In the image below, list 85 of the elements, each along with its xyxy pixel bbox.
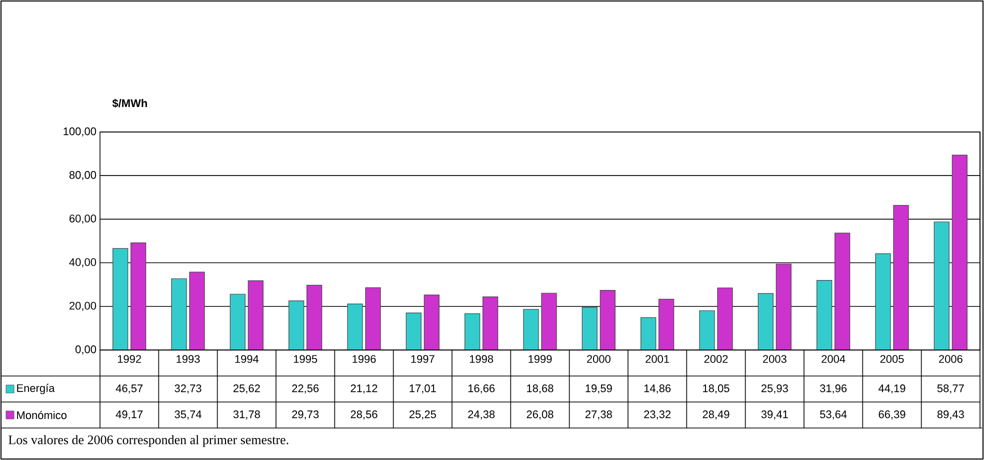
x-tick-label: 2004 bbox=[822, 355, 846, 363]
data-label: 49,17 bbox=[116, 410, 143, 420]
data-label: 14,86 bbox=[644, 384, 671, 394]
x-tick-label: 1996 bbox=[352, 355, 376, 363]
data-label: 23,32 bbox=[644, 410, 671, 420]
data-label: 24,38 bbox=[468, 410, 495, 420]
data-label: 53,64 bbox=[820, 410, 847, 420]
x-tick-label: 2006 bbox=[938, 355, 962, 363]
data-label: 25,62 bbox=[233, 384, 260, 394]
data-label: 44,19 bbox=[878, 384, 906, 394]
data-label: 58,77 bbox=[937, 384, 964, 394]
x-tick-label: 1993 bbox=[176, 355, 200, 363]
data-label: 89,43 bbox=[937, 410, 964, 420]
data-label: 19,59 bbox=[586, 384, 612, 394]
data-label: 39,41 bbox=[761, 410, 788, 420]
bar bbox=[171, 278, 187, 350]
x-tick-label: 2005 bbox=[880, 355, 904, 363]
x-tick-label: 2002 bbox=[704, 355, 728, 363]
bar bbox=[482, 296, 498, 350]
x-tick-label: 2000 bbox=[586, 355, 610, 363]
y-tick-label: 20,00 bbox=[70, 302, 96, 311]
data-label: 31,78 bbox=[233, 410, 260, 420]
bar bbox=[248, 280, 264, 350]
data-label: 27,38 bbox=[585, 410, 612, 420]
bar bbox=[288, 300, 304, 350]
data-label: 32,73 bbox=[174, 384, 202, 394]
x-tick-label: 1998 bbox=[470, 355, 494, 363]
data-label: 26,08 bbox=[526, 410, 554, 420]
data-label: 28,49 bbox=[702, 410, 730, 420]
bar bbox=[758, 293, 774, 350]
bar bbox=[952, 154, 968, 350]
bar bbox=[230, 294, 246, 350]
bar bbox=[406, 312, 422, 350]
y-tick-label: 100,00 bbox=[64, 127, 96, 137]
bar bbox=[189, 272, 205, 350]
y-tick-label: 60,00 bbox=[70, 214, 96, 224]
bar bbox=[875, 253, 891, 350]
legend-label: Monómico bbox=[17, 410, 66, 420]
bar bbox=[640, 317, 656, 350]
x-tick-label: 1999 bbox=[528, 355, 552, 363]
x-tick-label: 2001 bbox=[646, 355, 670, 363]
bar bbox=[600, 290, 616, 350]
bar bbox=[834, 232, 850, 350]
data-label: 35,74 bbox=[174, 410, 202, 420]
bar bbox=[776, 264, 792, 350]
bar bbox=[658, 298, 674, 350]
bar bbox=[112, 248, 128, 350]
bar bbox=[816, 280, 832, 350]
bar bbox=[582, 306, 598, 350]
legend-label: Energía bbox=[17, 384, 55, 394]
x-tick-label: 1992 bbox=[118, 355, 142, 363]
x-tick-label: 2003 bbox=[762, 355, 786, 363]
data-label: 25,25 bbox=[409, 410, 436, 420]
bar bbox=[893, 204, 909, 350]
bar bbox=[523, 308, 539, 350]
bar bbox=[130, 242, 146, 350]
y-tick-label: 80,00 bbox=[69, 171, 96, 180]
x-tick-label: 1994 bbox=[235, 355, 259, 363]
data-label: 18,05 bbox=[703, 384, 730, 394]
bar bbox=[699, 310, 715, 350]
bar bbox=[306, 284, 322, 350]
bar bbox=[347, 304, 363, 350]
data-label: 16,66 bbox=[468, 384, 495, 394]
x-tick-label: 1995 bbox=[294, 355, 318, 363]
data-label: 29,73 bbox=[292, 410, 319, 420]
text: Los valores de 2006 corresponden al primer semestre. bbox=[8, 435, 288, 447]
data-label: 25,93 bbox=[761, 384, 788, 394]
data-label: 66,39 bbox=[878, 410, 906, 420]
bar bbox=[934, 222, 950, 350]
y-tick-label: 0,00 bbox=[76, 345, 96, 355]
bar bbox=[541, 292, 557, 350]
data-label: 31,96 bbox=[820, 384, 847, 394]
bar bbox=[464, 313, 480, 350]
data-label: 46,57 bbox=[116, 384, 143, 394]
y-axis-title: $/MWh bbox=[112, 98, 147, 108]
y-tick-label: 40,00 bbox=[69, 258, 96, 268]
bar bbox=[717, 288, 733, 350]
data-label: 17,01 bbox=[410, 384, 436, 394]
data-label: 18,68 bbox=[527, 384, 554, 394]
x-tick-label: 1997 bbox=[411, 355, 434, 363]
data-label: 21,12 bbox=[350, 384, 378, 394]
bar bbox=[365, 287, 381, 350]
bar bbox=[424, 294, 440, 350]
data-label: 28,56 bbox=[350, 410, 378, 420]
data-label: 22,56 bbox=[292, 384, 319, 394]
